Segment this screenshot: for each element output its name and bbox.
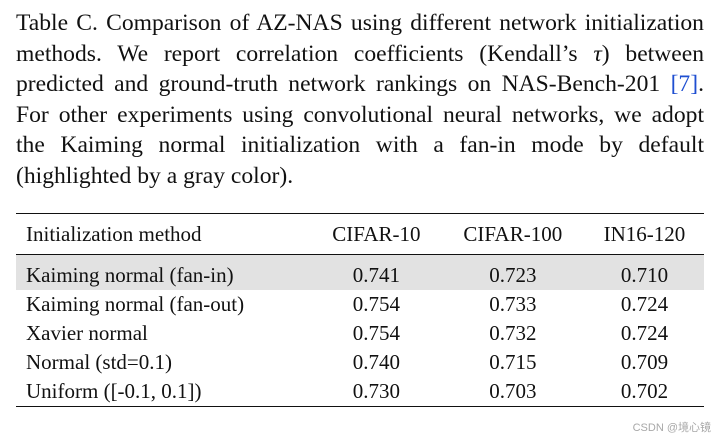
caption-text: Table C. Comparison of AZ-NAS using diff…	[16, 8, 704, 191]
header-method: Initialization method	[26, 221, 202, 246]
caption-label: Table C.	[16, 10, 98, 36]
cifar100-cell: 0.733	[489, 292, 537, 316]
caption-body-2: ) between predicted and ground-truth net…	[16, 40, 704, 98]
caption-tau-symbol: τ	[593, 40, 602, 67]
method-cell: Normal (std=0.1)	[26, 350, 172, 374]
cifar100-cell: 0.715	[489, 350, 537, 374]
cifar100-cell: 0.732	[489, 321, 537, 345]
cifar10-cell: 0.740	[352, 350, 401, 374]
header-in16-120: IN16-120	[603, 221, 686, 246]
caption-body-3: . For other experiments using convolutio…	[16, 71, 704, 189]
table-row: Normal (std=0.1) 0.740 0.715 0.709	[16, 348, 704, 377]
results-table-container: Initialization method CIFAR-10 CIFAR-100…	[16, 213, 704, 407]
cifar10-cell: 0.730	[352, 379, 401, 403]
header-cifar10: CIFAR-10	[332, 221, 421, 246]
method-cell: Kaiming normal (fan-in)	[16, 254, 312, 290]
cifar100-cell: 0.703	[489, 379, 537, 403]
in16-120-cell: 0.710	[584, 254, 704, 290]
citation-link[interactable]: [7]	[670, 71, 699, 97]
in16-120-cell: 0.702	[620, 379, 669, 403]
watermark: CSDN @境心镜	[632, 422, 711, 434]
in16-120-cell: 0.709	[620, 350, 669, 374]
cifar10-cell: 0.741	[312, 254, 441, 290]
cifar10-cell: 0.754	[352, 321, 401, 345]
table-row: Kaiming normal (fan-out) 0.754 0.733 0.724	[16, 290, 704, 319]
table-header: Initialization method CIFAR-10 CIFAR-100…	[16, 213, 704, 255]
in16-120-cell: 0.724	[620, 292, 669, 316]
method-cell: Kaiming normal (fan-out)	[26, 292, 245, 316]
results-table: Initialization method CIFAR-10 CIFAR-100…	[16, 213, 704, 407]
method-cell: Xavier normal	[26, 321, 148, 345]
method-cell: Uniform ([-0.1, 0.1])	[26, 379, 202, 403]
table-row: Kaiming normal (fan-in) 0.741 0.723 0.710	[16, 254, 704, 290]
table-row: Xavier normal 0.754 0.732 0.724	[16, 319, 704, 348]
table-body: Kaiming normal (fan-in) 0.741 0.723 0.710 Ka…	[16, 254, 704, 407]
table-caption: Table C. Comparison of AZ-NAS using diff…	[16, 8, 704, 191]
header-cifar100: CIFAR-100	[463, 221, 563, 246]
cifar10-cell: 0.754	[352, 292, 401, 316]
in16-120-cell: 0.724	[620, 321, 669, 345]
caption-body-1: Comparison of AZ-NAS using different net…	[16, 10, 704, 67]
cifar100-cell: 0.723	[440, 254, 585, 290]
header-row: Initialization method CIFAR-10 CIFAR-100…	[16, 213, 704, 255]
table-row: Uniform ([-0.1, 0.1]) 0.730 0.703 0.702	[16, 377, 704, 407]
